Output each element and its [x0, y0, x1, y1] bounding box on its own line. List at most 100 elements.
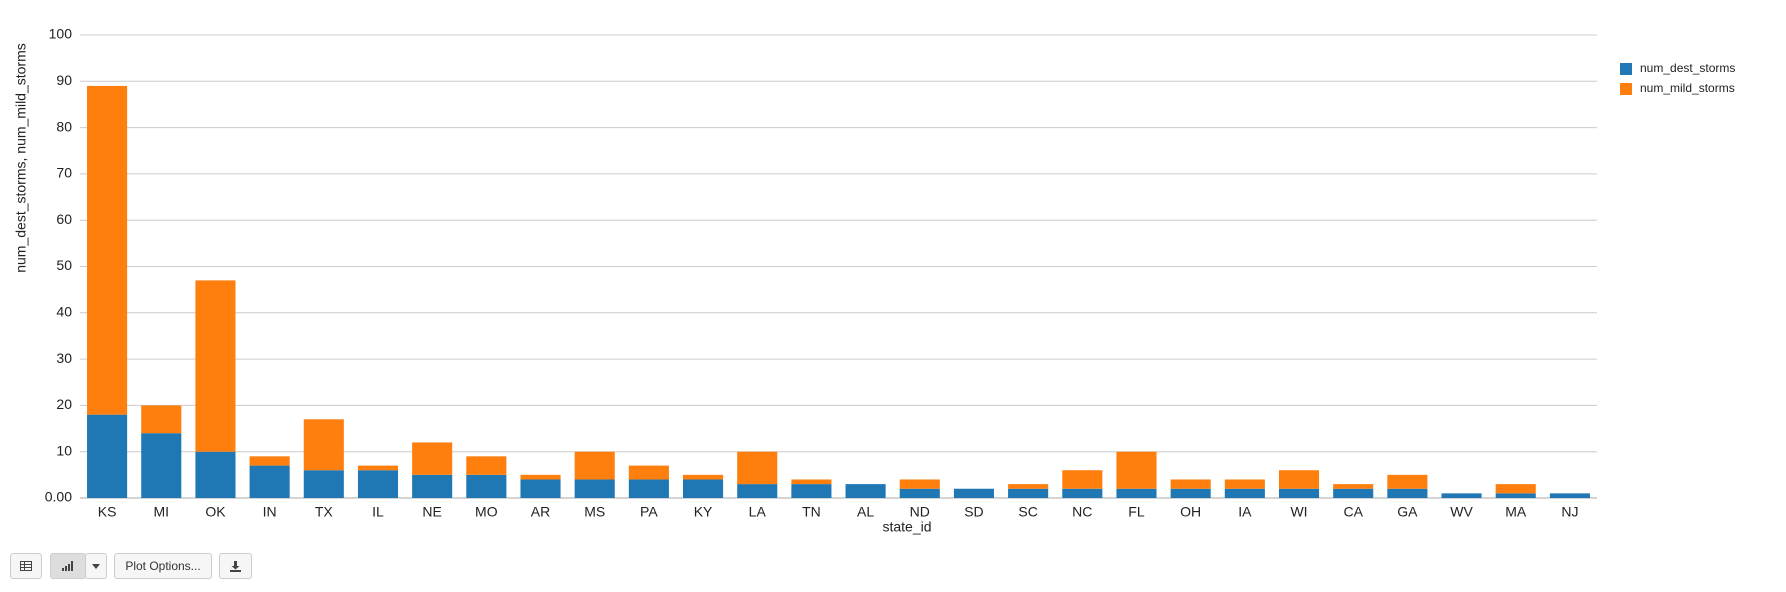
- chart: num_dest_storms, num_mild_storms state_i…: [13, 26, 1736, 535]
- bar-segment: [1549, 493, 1590, 498]
- x-tick-label: MI: [153, 504, 169, 520]
- table-view-button[interactable]: [10, 553, 42, 579]
- bar-segment: [574, 479, 615, 498]
- bar-segment: [1116, 488, 1157, 498]
- bar-segment: [737, 451, 778, 485]
- x-tick-label: LA: [749, 504, 767, 520]
- y-axis-label: num_dest_storms, num_mild_storms: [13, 43, 29, 273]
- bar-segment: [1008, 488, 1049, 498]
- y-tick-label: 100: [49, 26, 73, 42]
- x-tick-label: TN: [802, 504, 821, 520]
- plot-options-button[interactable]: Plot Options...: [114, 553, 212, 579]
- y-tick-label: 80: [56, 118, 72, 134]
- bar-segment: [412, 442, 453, 475]
- y-tick-label: 30: [56, 350, 72, 366]
- bar-segment: [1062, 470, 1103, 489]
- bar-segment: [845, 484, 886, 498]
- x-tick-label: IN: [263, 504, 277, 520]
- y-tick-label: 20: [56, 396, 72, 412]
- legend-label: num_dest_storms: [1640, 61, 1735, 75]
- bar-segment: [249, 465, 290, 498]
- bar-segment: [412, 474, 453, 498]
- x-tick-label: MA: [1505, 504, 1527, 520]
- bar-segment: [303, 470, 344, 498]
- bar-segment: [1333, 484, 1374, 489]
- x-tick-label: ND: [910, 504, 930, 520]
- y-tick-label: 60: [56, 211, 72, 227]
- bar-segment: [1170, 479, 1211, 489]
- bar-segment: [141, 433, 182, 498]
- y-tick-label: 50: [56, 257, 72, 273]
- x-tick-label: MO: [475, 504, 498, 520]
- legend-swatch: [1620, 83, 1632, 95]
- bar-segment: [1387, 488, 1428, 498]
- chart-view-button[interactable]: [50, 553, 86, 579]
- chart-type-dropdown[interactable]: [85, 553, 107, 579]
- x-tick-label: PA: [640, 504, 658, 520]
- bar-segment: [195, 280, 236, 452]
- bar-segment: [791, 479, 832, 485]
- bar-segment: [87, 85, 128, 415]
- bar-segment: [683, 479, 724, 498]
- bar-segment: [303, 419, 344, 471]
- bar-segment: [87, 414, 128, 498]
- bar-segment: [1278, 470, 1320, 489]
- bar-segment: [466, 456, 507, 475]
- bar-segment: [1224, 488, 1265, 498]
- bar-segment: [1333, 488, 1374, 498]
- chart-icon: [62, 561, 73, 571]
- bar-segment: [357, 470, 399, 498]
- x-tick-label: SD: [964, 504, 983, 520]
- bar-segment: [791, 484, 832, 498]
- bar-segment: [574, 451, 615, 480]
- bar-segment: [737, 484, 778, 498]
- bar-segment: [1441, 493, 1482, 498]
- bar-segment: [466, 474, 507, 498]
- bar-segment: [1387, 474, 1428, 489]
- bar-segment: [1008, 484, 1049, 489]
- download-button[interactable]: [219, 553, 252, 579]
- bar-segment: [1495, 484, 1536, 494]
- x-tick-label: FL: [1128, 504, 1145, 520]
- bar-segment: [1495, 493, 1536, 498]
- x-tick-label: TX: [315, 504, 334, 520]
- bar-segment: [1278, 488, 1320, 498]
- x-tick-label: NE: [422, 504, 441, 520]
- x-tick-label: GA: [1397, 504, 1418, 520]
- bar-segment: [683, 474, 724, 480]
- bar-segment: [953, 488, 994, 498]
- x-tick-label: IA: [1238, 504, 1252, 520]
- bar-segment: [141, 405, 182, 434]
- x-tick-label: WV: [1450, 504, 1473, 520]
- y-tick-label: 70: [56, 165, 72, 181]
- x-tick-label: AR: [531, 504, 550, 520]
- x-tick-label: WI: [1290, 504, 1307, 520]
- x-tick-label: OK: [205, 504, 226, 520]
- x-tick-label: SC: [1018, 504, 1037, 520]
- x-tick-label: MS: [584, 504, 605, 520]
- bar-segment: [520, 474, 561, 480]
- legend-swatch: [1620, 63, 1632, 75]
- y-tick-label: 10: [56, 442, 72, 458]
- bar-segment: [249, 456, 290, 466]
- x-tick-label: OH: [1180, 504, 1201, 520]
- bar-segment: [1170, 488, 1211, 498]
- bar-segment: [1224, 479, 1265, 489]
- x-tick-label: NJ: [1561, 504, 1578, 520]
- bar-segment: [520, 479, 561, 498]
- bar-segment: [195, 451, 236, 498]
- y-tick-label: 0.00: [45, 489, 72, 505]
- x-axis-label: state_id: [882, 519, 931, 535]
- table-icon: [20, 561, 32, 571]
- y-tick-label: 40: [56, 304, 72, 320]
- bar-segment: [899, 488, 940, 498]
- bar-segment: [357, 465, 399, 471]
- caret-icon: [92, 563, 100, 569]
- x-tick-label: AL: [857, 504, 874, 520]
- bar-segment: [899, 479, 940, 489]
- x-tick-label: NC: [1072, 504, 1092, 520]
- bar-segment: [1062, 488, 1103, 498]
- y-tick-label: 90: [56, 72, 72, 88]
- download-icon: [230, 560, 241, 572]
